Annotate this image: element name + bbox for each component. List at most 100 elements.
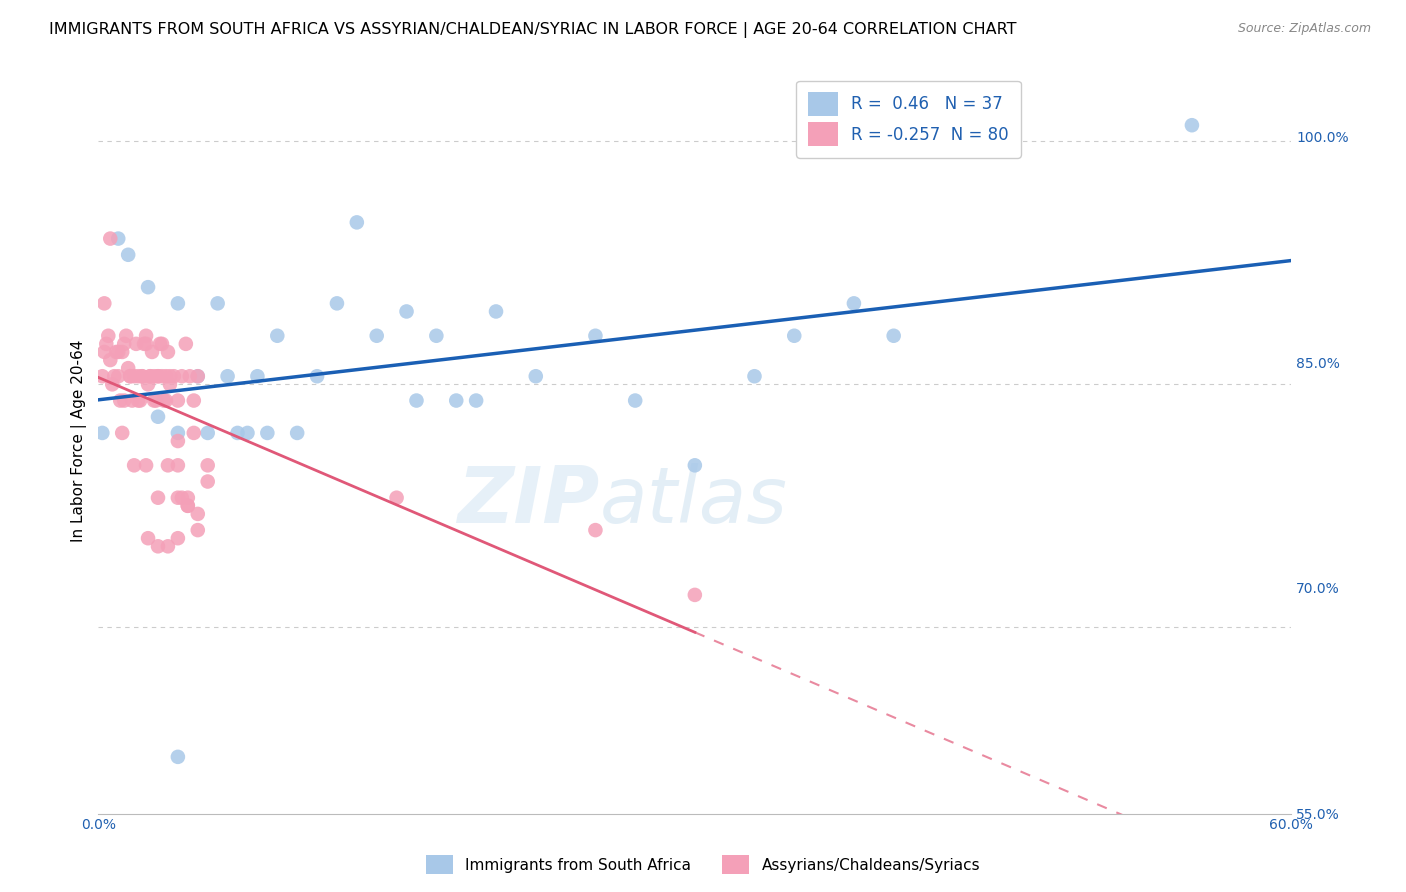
Point (127, 393, 149, 408)
Point (131, 369, 153, 384)
Point (156, 539, 179, 553)
Point (326, 296, 349, 310)
Point (141, 345, 163, 359)
Point (346, 215, 368, 229)
Point (624, 393, 647, 408)
Point (110, 393, 132, 408)
Point (226, 425, 249, 440)
Point (167, 491, 190, 505)
Point (146, 539, 169, 553)
Point (131, 369, 153, 384)
Point (395, 304, 418, 318)
Point (683, 458, 706, 473)
Point (167, 393, 190, 408)
Point (127, 369, 149, 384)
Point (405, 393, 427, 408)
Point (256, 425, 278, 440)
Point (91, 369, 114, 384)
Point (179, 369, 201, 384)
Point (132, 336, 155, 351)
Point (167, 531, 190, 545)
Point (167, 458, 190, 473)
Point (117, 361, 139, 376)
Point (97, 328, 120, 343)
Point (105, 345, 128, 359)
Point (98, 231, 121, 245)
Point (115, 328, 138, 343)
Point (744, 369, 766, 384)
Point (842, 296, 865, 310)
Y-axis label: In Labor Force | Age 20-64: In Labor Force | Age 20-64 (72, 340, 87, 542)
Point (111, 425, 134, 440)
Point (155, 393, 177, 408)
Point (143, 369, 166, 384)
Point (183, 393, 205, 408)
Point (159, 369, 181, 384)
Point (156, 345, 179, 359)
Point (163, 369, 186, 384)
Point (187, 523, 209, 537)
Point (159, 377, 181, 392)
Point (167, 749, 190, 764)
Point (101, 377, 124, 392)
Point (93, 296, 115, 310)
Point (150, 369, 173, 384)
Point (246, 369, 269, 384)
Point (120, 369, 142, 384)
Point (96, 336, 118, 351)
Point (139, 369, 162, 384)
Point (177, 499, 200, 513)
Point (139, 369, 162, 384)
Point (120, 369, 142, 384)
Legend: Immigrants from South Africa, Assyrians/Chaldeans/Syriacs: Immigrants from South Africa, Assyrians/… (419, 849, 987, 880)
Point (524, 369, 547, 384)
Point (129, 393, 152, 408)
Point (167, 434, 190, 448)
Point (366, 328, 388, 343)
Point (122, 458, 145, 473)
Point (783, 328, 806, 343)
Point (236, 425, 259, 440)
Point (91, 425, 114, 440)
Point (187, 369, 209, 384)
Text: atlas: atlas (599, 463, 787, 539)
Point (683, 588, 706, 602)
Point (149, 336, 172, 351)
Point (583, 523, 606, 537)
Text: Source: ZipAtlas.com: Source: ZipAtlas.com (1237, 22, 1371, 36)
Point (111, 345, 134, 359)
Point (465, 393, 488, 408)
Point (103, 369, 125, 384)
Point (197, 475, 219, 489)
Point (170, 491, 193, 505)
Point (145, 393, 167, 408)
Point (146, 369, 169, 384)
Point (155, 369, 177, 384)
Point (217, 369, 239, 384)
Point (150, 336, 173, 351)
Point (121, 393, 143, 408)
Point (583, 328, 606, 343)
Point (146, 491, 169, 505)
Point (122, 369, 145, 384)
Point (425, 328, 447, 343)
Point (207, 296, 229, 310)
Point (177, 499, 200, 513)
Point (485, 304, 508, 318)
Point (135, 336, 157, 351)
Point (1181, 118, 1204, 132)
Point (98, 353, 121, 368)
Point (170, 369, 193, 384)
Point (136, 280, 159, 294)
Point (167, 425, 190, 440)
Point (167, 296, 190, 310)
Point (187, 369, 209, 384)
Legend: R =  0.46   N = 37, R = -0.257  N = 80: R = 0.46 N = 37, R = -0.257 N = 80 (796, 80, 1021, 158)
Point (146, 409, 169, 424)
Point (112, 336, 135, 351)
Point (183, 425, 205, 440)
Point (112, 393, 135, 408)
Point (93, 345, 115, 359)
Point (107, 369, 129, 384)
Point (156, 458, 179, 473)
